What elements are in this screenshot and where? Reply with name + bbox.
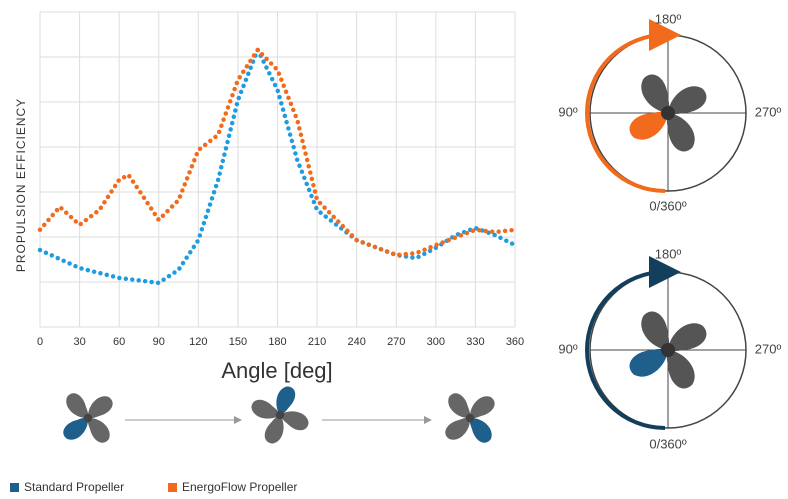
propeller-sequence: [60, 384, 498, 446]
polar-label: 90º: [558, 104, 577, 119]
x-tick-label: 210: [308, 336, 326, 348]
x-tick-label: 300: [427, 336, 445, 348]
polar-label: 180º: [655, 246, 682, 261]
y-axis-title: PROPULSION EFFICIENCY: [14, 98, 28, 272]
legend-swatch: [10, 483, 19, 492]
legend-label: Standard Propeller: [24, 480, 124, 494]
polar-label: 180º: [655, 11, 682, 26]
polar-diagram: 180º 90º 270º 0/360º: [558, 246, 781, 451]
polar-label: 0/360º: [649, 198, 687, 213]
x-tick-label: 30: [73, 336, 85, 348]
x-tick-label: 120: [189, 336, 207, 348]
x-tick-label: 240: [347, 336, 365, 348]
polar-label: 270º: [755, 341, 782, 356]
x-tick-label: 90: [153, 336, 165, 348]
x-tick-label: 360: [506, 336, 524, 348]
legend-swatch: [168, 483, 177, 492]
x-tick-label: 270: [387, 336, 405, 348]
polar-label: 90º: [558, 341, 577, 356]
legend-label: EnergoFlow Propeller: [182, 480, 297, 494]
polar-label: 0/360º: [649, 436, 687, 451]
x-tick-label: 180: [268, 336, 286, 348]
polar-diagram: 180º 90º 270º 0/360º: [558, 11, 781, 213]
x-axis-title: Angle [deg]: [221, 358, 332, 383]
x-tick-label: 150: [229, 336, 247, 348]
x-tick-label: 330: [466, 336, 484, 348]
page: 0 30 60 90 120 150 180 210 240 270 300 330 360 Standa…: [0, 0, 788, 499]
x-tick-label: 0: [37, 336, 43, 348]
polar-label: 270º: [755, 104, 782, 119]
x-tick-label: 60: [113, 336, 125, 348]
